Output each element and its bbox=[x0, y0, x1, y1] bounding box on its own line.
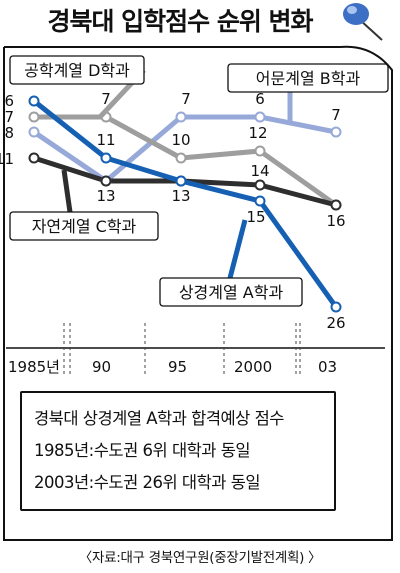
data-point bbox=[100, 175, 112, 187]
series-name: 상경계열 A학과 bbox=[179, 283, 284, 302]
data-point bbox=[330, 199, 342, 211]
data-point bbox=[175, 152, 187, 164]
data-label: 26 bbox=[326, 314, 345, 332]
source-credit: 〈자료:대구 경북연구원(중장기발전계획) 〉 bbox=[78, 550, 322, 566]
data-label: 10 bbox=[171, 131, 190, 149]
data-label: 11 bbox=[96, 131, 115, 149]
data-point bbox=[100, 152, 112, 164]
data-point bbox=[254, 195, 266, 207]
series-leader bbox=[61, 169, 73, 213]
data-point bbox=[330, 301, 342, 313]
pushpin-icon bbox=[343, 3, 383, 41]
data-label: 7 bbox=[181, 90, 191, 108]
data-point bbox=[330, 126, 342, 138]
data-point bbox=[175, 175, 187, 187]
data-point bbox=[28, 95, 40, 107]
data-point bbox=[175, 111, 187, 123]
data-label: 7 bbox=[331, 106, 341, 124]
note-line-1: 경북대 상경계열 A학과 합격예상 점수 bbox=[34, 409, 284, 428]
data-label: 7 bbox=[4, 108, 14, 126]
x-tick-label: 2000 bbox=[234, 358, 272, 376]
data-point bbox=[28, 126, 40, 138]
series-name: 자연계열 C학과 bbox=[32, 217, 137, 236]
x-tick-label: 1985년 bbox=[8, 358, 60, 376]
data-label: 16 bbox=[326, 212, 345, 230]
data-point bbox=[28, 152, 40, 164]
x-tick-label: 95 bbox=[168, 358, 187, 376]
page-title: 경북대 입학점수 순위 변화 bbox=[47, 7, 313, 36]
line-chart: 1985년90952000037710128137671114166111315… bbox=[0, 55, 389, 376]
series-label-box bbox=[227, 63, 389, 93]
data-label: 6 bbox=[255, 90, 265, 108]
data-label: 7 bbox=[101, 90, 111, 108]
data-label: 6 bbox=[4, 92, 14, 110]
data-label: 13 bbox=[96, 187, 115, 205]
data-point bbox=[28, 111, 40, 123]
note-line-3: 2003년:수도권 26위 대학과 동일 bbox=[34, 473, 261, 492]
series-label-box bbox=[159, 277, 303, 307]
data-label: 12 bbox=[248, 124, 267, 142]
series-name: 어문계열 B학과 bbox=[256, 69, 361, 88]
frame-border bbox=[3, 47, 393, 541]
data-label: 14 bbox=[250, 162, 269, 180]
data-point bbox=[254, 111, 266, 123]
data-label: 15 bbox=[246, 208, 265, 226]
data-label: 8 bbox=[4, 124, 14, 142]
data-point bbox=[254, 145, 266, 157]
note-line-2: 1985년:수도권 6위 대학과 동일 bbox=[34, 441, 251, 460]
curled-corner bbox=[339, 45, 393, 470]
series-leader bbox=[227, 219, 248, 279]
x-tick-label: 03 bbox=[318, 358, 337, 376]
series-label-box bbox=[9, 55, 145, 85]
data-point bbox=[254, 179, 266, 191]
note-box: 경북대 상경계열 A학과 합격예상 점수 1985년:수도권 6위 대학과 동일… bbox=[20, 391, 336, 511]
data-label: 11 bbox=[0, 150, 14, 168]
series-name: 공학계열 D학과 bbox=[24, 61, 130, 80]
data-label: 13 bbox=[171, 187, 190, 205]
series-label-box bbox=[9, 211, 159, 241]
x-tick-label: 90 bbox=[92, 358, 111, 376]
